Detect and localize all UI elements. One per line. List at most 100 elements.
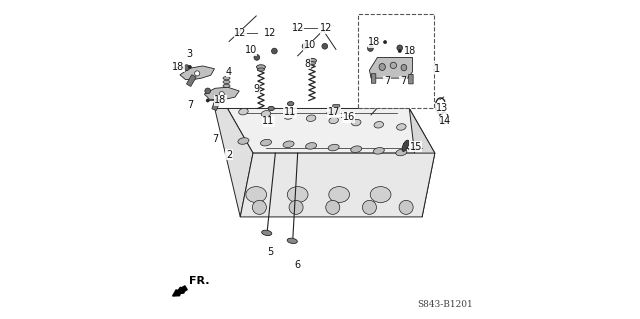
Circle shape	[367, 46, 373, 51]
Circle shape	[399, 200, 413, 214]
Circle shape	[188, 65, 191, 69]
Circle shape	[383, 41, 387, 44]
Polygon shape	[204, 87, 239, 100]
Ellipse shape	[307, 115, 316, 122]
Ellipse shape	[371, 187, 391, 203]
Text: 10: 10	[244, 45, 257, 55]
Circle shape	[302, 43, 308, 49]
Circle shape	[362, 200, 376, 214]
Polygon shape	[369, 57, 413, 78]
Circle shape	[184, 65, 189, 70]
Circle shape	[205, 88, 211, 94]
FancyBboxPatch shape	[212, 99, 220, 110]
Ellipse shape	[308, 58, 317, 63]
Circle shape	[195, 71, 200, 76]
Ellipse shape	[261, 111, 271, 117]
Text: 12: 12	[234, 28, 246, 39]
Ellipse shape	[257, 68, 264, 71]
Ellipse shape	[260, 139, 271, 146]
Text: 15: 15	[410, 142, 422, 152]
Ellipse shape	[223, 77, 230, 80]
Text: 17: 17	[328, 107, 340, 117]
Ellipse shape	[374, 122, 383, 128]
Ellipse shape	[373, 148, 384, 154]
Text: 13: 13	[436, 103, 448, 114]
Ellipse shape	[223, 84, 230, 87]
Polygon shape	[215, 108, 253, 217]
Text: 18: 18	[404, 46, 417, 56]
Ellipse shape	[326, 112, 332, 115]
Text: 18: 18	[214, 95, 227, 106]
Polygon shape	[410, 108, 435, 217]
Ellipse shape	[283, 141, 294, 148]
Ellipse shape	[246, 187, 267, 203]
Ellipse shape	[402, 140, 409, 152]
FancyArrow shape	[173, 286, 187, 296]
Text: 7: 7	[187, 100, 193, 110]
Ellipse shape	[238, 138, 249, 144]
Circle shape	[397, 45, 403, 51]
Ellipse shape	[287, 238, 298, 243]
FancyBboxPatch shape	[358, 14, 433, 108]
FancyBboxPatch shape	[333, 105, 340, 112]
Ellipse shape	[399, 64, 407, 70]
Text: 14: 14	[439, 116, 451, 126]
FancyBboxPatch shape	[409, 74, 413, 84]
Circle shape	[322, 43, 328, 49]
Text: 18: 18	[172, 62, 184, 72]
Circle shape	[289, 200, 303, 214]
Text: 10: 10	[304, 40, 316, 50]
Text: 9: 9	[253, 84, 259, 94]
Text: 11: 11	[284, 107, 296, 117]
Circle shape	[271, 48, 277, 54]
Text: 12: 12	[320, 23, 333, 33]
Ellipse shape	[351, 119, 361, 126]
Polygon shape	[180, 66, 214, 80]
Ellipse shape	[223, 80, 230, 84]
Ellipse shape	[287, 101, 294, 106]
Ellipse shape	[389, 61, 397, 67]
Ellipse shape	[401, 64, 407, 71]
Text: S843-B1201: S843-B1201	[417, 300, 473, 309]
Text: 12: 12	[264, 28, 276, 39]
Text: 16: 16	[342, 112, 355, 122]
Text: 11: 11	[262, 116, 275, 126]
Text: 4: 4	[226, 67, 232, 77]
Circle shape	[254, 55, 260, 60]
Text: 7: 7	[384, 76, 390, 86]
Text: 5: 5	[268, 247, 274, 257]
Ellipse shape	[284, 113, 293, 119]
Circle shape	[252, 200, 266, 214]
Ellipse shape	[379, 63, 385, 70]
Text: 6: 6	[294, 260, 301, 270]
Polygon shape	[227, 108, 435, 153]
Ellipse shape	[268, 106, 275, 110]
Ellipse shape	[373, 63, 381, 68]
Polygon shape	[240, 153, 435, 217]
Ellipse shape	[329, 187, 349, 203]
Ellipse shape	[328, 144, 339, 151]
Circle shape	[398, 49, 401, 53]
Ellipse shape	[351, 146, 362, 152]
Text: 8: 8	[304, 59, 310, 69]
Ellipse shape	[239, 108, 248, 115]
Circle shape	[206, 99, 209, 102]
Ellipse shape	[397, 124, 406, 130]
Text: 18: 18	[368, 37, 380, 47]
Text: FR.: FR.	[189, 276, 209, 286]
Ellipse shape	[396, 149, 407, 156]
FancyBboxPatch shape	[187, 75, 196, 86]
Text: 12: 12	[291, 23, 304, 33]
FancyBboxPatch shape	[371, 74, 376, 83]
Ellipse shape	[390, 62, 397, 69]
Text: 2: 2	[226, 150, 232, 160]
Text: 7: 7	[212, 134, 218, 144]
Ellipse shape	[257, 65, 266, 69]
Circle shape	[219, 92, 224, 97]
Circle shape	[326, 200, 340, 214]
Ellipse shape	[308, 62, 316, 65]
Ellipse shape	[287, 187, 308, 203]
Ellipse shape	[305, 143, 317, 149]
Text: 7: 7	[400, 76, 406, 86]
Ellipse shape	[262, 230, 272, 235]
